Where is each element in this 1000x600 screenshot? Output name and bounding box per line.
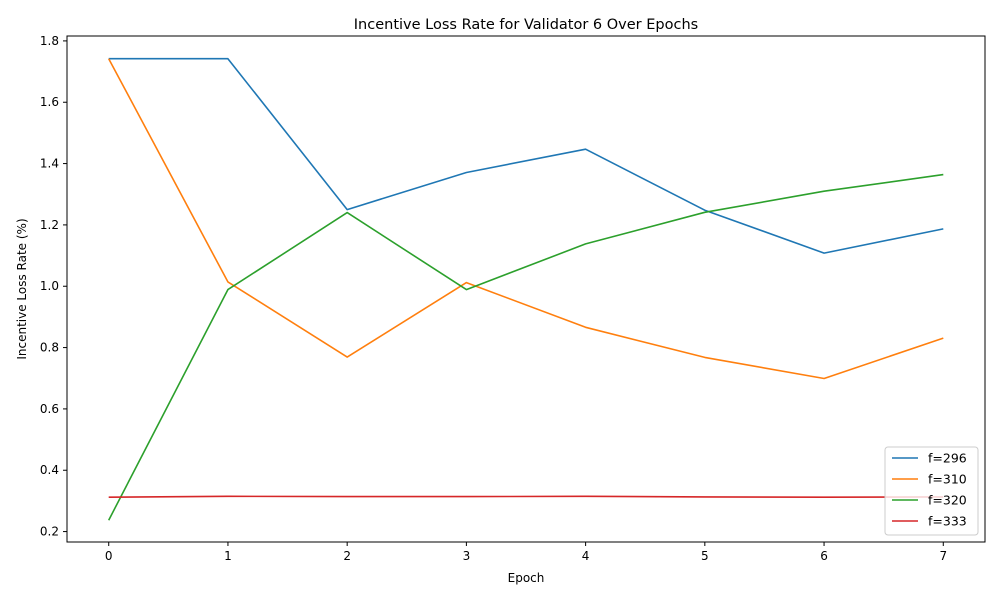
y-tick-label: 1.6 xyxy=(40,95,59,109)
x-axis-ticks: 0 1 2 3 4 5 6 7 xyxy=(105,542,947,563)
y-axis-ticks: 0.2 0.4 0.6 0.8 1.0 1.2 1.4 1.6 1.8 xyxy=(40,34,67,539)
legend-label: f=310 xyxy=(928,472,967,487)
x-tick-label: 0 xyxy=(105,549,113,563)
series-line-f-333 xyxy=(108,495,944,499)
y-tick-label: 1.8 xyxy=(40,34,59,48)
y-tick-label: 0.8 xyxy=(40,341,59,355)
legend-box xyxy=(884,446,979,536)
x-tick-label: 2 xyxy=(343,549,351,563)
y-tick-label: 1.0 xyxy=(40,279,59,293)
series-line-f-310 xyxy=(107,58,944,380)
legend: f=296 f=310 f=320 f=333 xyxy=(884,446,979,536)
x-tick-label: 5 xyxy=(701,549,709,563)
series-line-f-320 xyxy=(107,173,944,521)
chart-title: Incentive Loss Rate for Validator 6 Over… xyxy=(354,17,698,33)
x-tick-label: 1 xyxy=(224,549,232,563)
legend-label: f=320 xyxy=(928,493,967,508)
series-line-f-296 xyxy=(108,57,944,254)
x-tick-label: 7 xyxy=(939,549,947,563)
y-tick-label: 0.2 xyxy=(40,525,59,539)
x-tick-label: 3 xyxy=(463,549,471,563)
plot-lines xyxy=(107,57,944,521)
y-tick-label: 1.2 xyxy=(40,218,59,232)
y-tick-label: 1.4 xyxy=(40,157,59,171)
y-tick-label: 0.4 xyxy=(40,463,59,477)
y-axis-label: Incentive Loss Rate (%) xyxy=(15,218,29,359)
y-tick-label: 0.6 xyxy=(40,402,59,416)
x-tick-label: 4 xyxy=(582,549,590,563)
x-tick-label: 6 xyxy=(820,549,828,563)
legend-label: f=333 xyxy=(928,514,967,529)
legend-label: f=296 xyxy=(928,451,967,466)
x-axis-label: Epoch xyxy=(508,571,545,585)
plot-frame xyxy=(66,35,986,543)
